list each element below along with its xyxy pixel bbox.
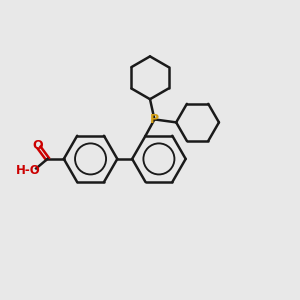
Text: O: O xyxy=(32,139,43,152)
Text: P: P xyxy=(150,113,159,126)
Text: H-O: H-O xyxy=(16,164,40,177)
